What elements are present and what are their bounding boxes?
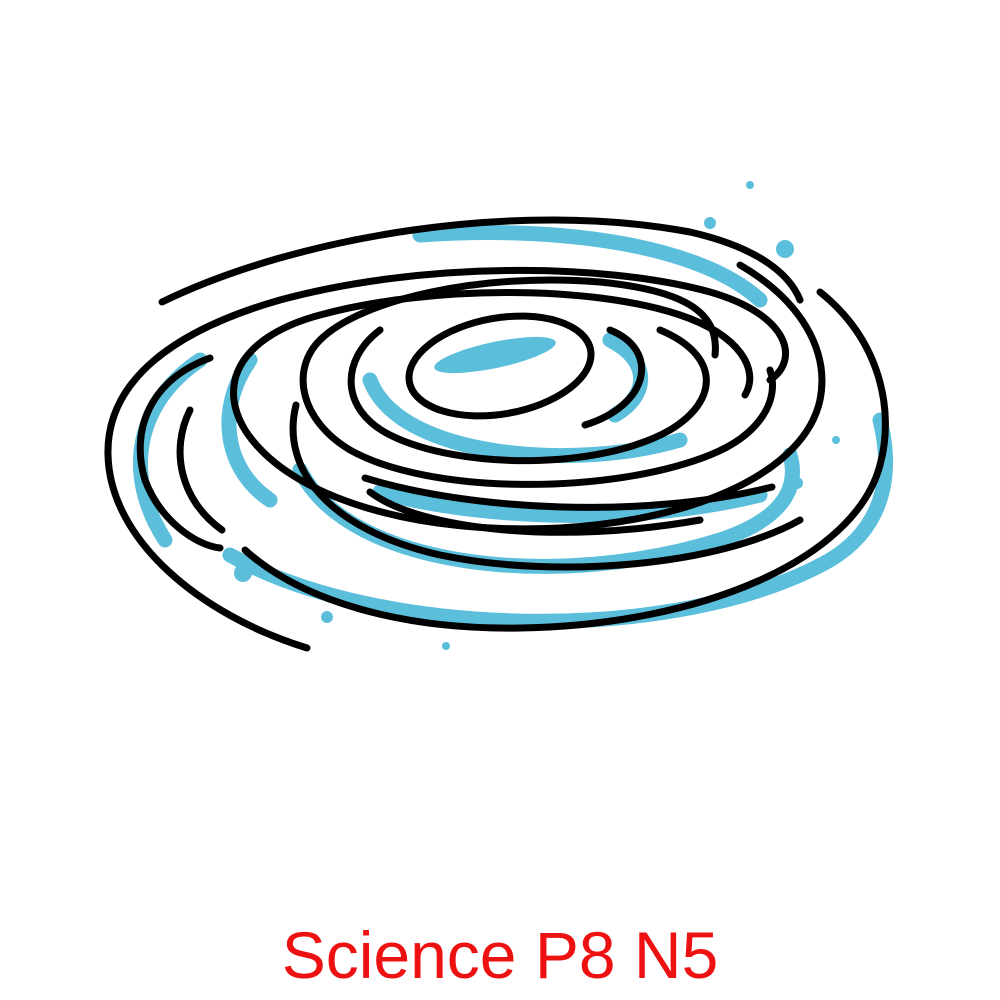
accent-band-top: [412, 225, 768, 308]
star-dot: [321, 611, 333, 623]
star-dot: [746, 181, 754, 189]
star-dot: [776, 240, 794, 258]
accent-band-lower-arm: [372, 484, 768, 523]
star-dot: [234, 564, 252, 582]
accent-band-outer-bottom: [222, 412, 893, 629]
spiral-arm-outer-right: [241, 288, 889, 632]
star-dot: [704, 217, 716, 229]
galaxy-core-highlight: [434, 336, 556, 374]
accent-band-inner-bottom: [362, 372, 688, 464]
spiral-arm-second-ring: [230, 261, 826, 533]
galaxy-core: [405, 312, 595, 420]
caption-label: Science P8 N5: [281, 918, 719, 992]
spiral-arm-lower-inner: [361, 474, 776, 511]
galaxy-stars: [234, 181, 840, 650]
spiral-arm-left-crescent-inner: [176, 406, 226, 534]
accent-band-left-inner: [221, 352, 278, 508]
star-dot: [791, 477, 803, 489]
spiral-arm-inner-swirl-2: [581, 326, 646, 429]
accent-band-left: [132, 352, 208, 548]
spiral-galaxy-icon: [104, 181, 893, 652]
spiral-arm-outer-top: [158, 216, 804, 306]
spiral-arm-lower-inner-2: [366, 488, 704, 536]
spiral-arm-inner-swirl: [347, 326, 710, 465]
galaxy-spiral-arms: [104, 216, 889, 652]
spiral-arm-lower: [289, 401, 804, 571]
spiral-arm-left-crescent: [136, 354, 224, 552]
spiral-arm-third-ring: [299, 276, 776, 488]
star-dot: [832, 436, 840, 444]
star-dot: [442, 642, 450, 650]
spiral-arm-outer-left: [104, 266, 789, 652]
